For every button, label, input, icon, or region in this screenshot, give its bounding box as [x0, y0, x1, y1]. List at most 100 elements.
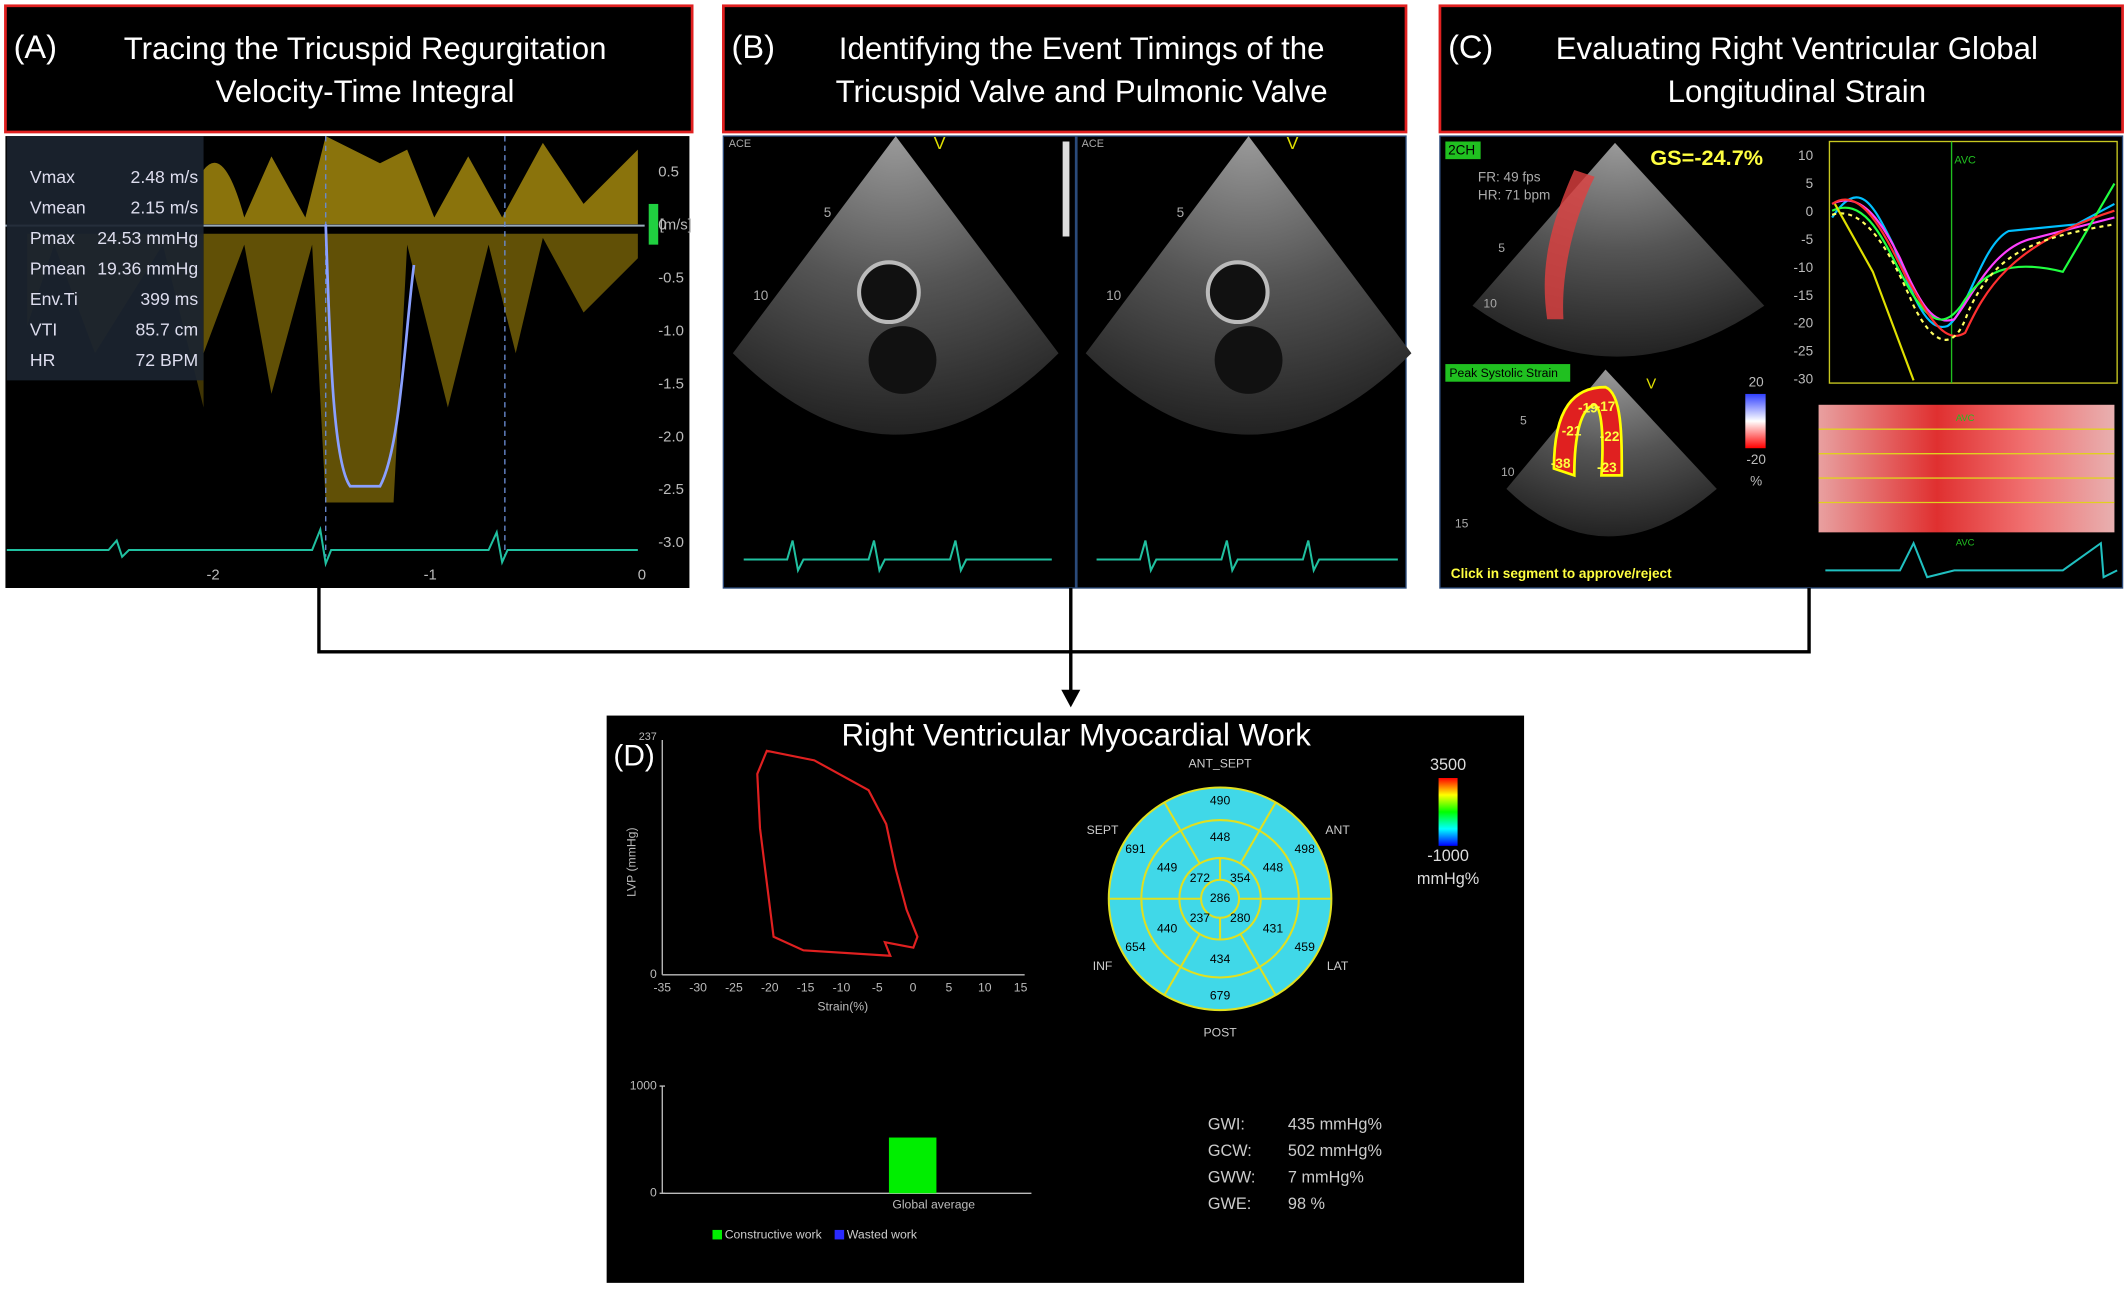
panel-title: Velocity-Time Integral [216, 74, 515, 109]
depth-tick: 5 [824, 205, 832, 220]
segment-value: 286 [1210, 891, 1231, 905]
measure-name: HR [30, 350, 55, 370]
segment-value: 679 [1210, 989, 1231, 1003]
segment-value: -38 [1551, 456, 1571, 471]
segment-border [1239, 801, 1277, 865]
connector [317, 588, 1811, 654]
strain-tick: 10 [1798, 148, 1814, 163]
y-tick-label: 237 [639, 731, 657, 743]
y-tick-label: 0 [650, 967, 657, 981]
strain-tick: -10 [1794, 260, 1814, 275]
chamber [1214, 326, 1283, 394]
velocity-tick: -2.5 [658, 481, 684, 498]
x-tick-label: 0 [910, 981, 917, 995]
scale-marker [648, 203, 659, 245]
time-tick: -1 [424, 567, 437, 584]
strain-tick: -30 [1794, 372, 1814, 387]
x-tick-label: -35 [653, 981, 671, 995]
panel-title: Identifying the Event Timings of the [839, 31, 1325, 66]
depth-tick: 5 [1498, 241, 1505, 255]
strain-tick: -15 [1794, 288, 1814, 303]
colorbar-label: -20 [1746, 452, 1766, 467]
panel-title: Tricuspid Valve and Pulmonic Valve [836, 74, 1328, 109]
measure-value: 24.53 mmHg [97, 228, 198, 248]
legend-swatch [712, 1229, 722, 1240]
index-value: 7 mmHg% [1288, 1169, 1364, 1187]
panel-label: (C) [1448, 29, 1493, 65]
depth-tick: 15 [1455, 516, 1469, 530]
panel-title: Evaluating Right Ventricular Global [1556, 31, 2038, 66]
heatmap-lines [1818, 428, 2115, 504]
measure-value: 19.36 mmHg [97, 258, 198, 278]
segment-value: 440 [1157, 922, 1178, 936]
segment-value: -19 [1578, 400, 1598, 415]
wall-label: INF [1093, 959, 1113, 973]
segment-value: 490 [1210, 793, 1231, 807]
panel-label: (B) [732, 29, 775, 65]
depth-tick: 10 [1501, 465, 1515, 479]
measure-value: 2.15 m/s [131, 197, 199, 217]
segment-value: 448 [1210, 830, 1231, 844]
panel-label: (D) [613, 740, 654, 773]
arrow-head [1061, 689, 1081, 708]
index-value: 98 % [1288, 1195, 1325, 1213]
wall-label: SEPT [1087, 823, 1119, 837]
segment-value: 280 [1230, 911, 1251, 925]
wall-label: ANT [1325, 823, 1350, 837]
colorbar-label: -1000 [1427, 847, 1469, 865]
measure-name: Pmax [30, 228, 75, 248]
measure-value: 72 BPM [135, 350, 198, 370]
velocity-tick: -0.5 [658, 270, 684, 287]
ecg [743, 540, 1052, 574]
segment-border [1239, 933, 1277, 996]
segment-value: 459 [1295, 940, 1316, 954]
orientation-marker: V [1287, 133, 1299, 153]
title-box [1438, 4, 2124, 134]
index-name: GWE: [1208, 1195, 1251, 1213]
strain-plot [1828, 140, 2118, 384]
wall-label: POST [1203, 1025, 1237, 1039]
panel-title: Tracing the Tricuspid Regurgitation [124, 31, 607, 66]
global-strain: GS=-24.7% [1650, 145, 1763, 170]
legend-swatch [834, 1229, 845, 1240]
panel-label: (A) [14, 29, 57, 65]
frame-rate: FR: 49 fps [1478, 170, 1541, 185]
time-tick: -2 [206, 567, 219, 584]
colorbar-label: % [1750, 474, 1762, 489]
segment-border [1163, 933, 1201, 996]
event-label: AVC [1956, 538, 1975, 549]
x-tick-label: 15 [1014, 981, 1028, 995]
measurement-table [6, 136, 204, 381]
index-name: GWW: [1208, 1169, 1256, 1187]
velocity-tick: -3.0 [658, 534, 684, 551]
work-panel [606, 715, 1525, 1283]
colorbar-label: mmHg% [1417, 870, 1479, 888]
x-tick-label: 10 [978, 981, 992, 995]
y-tick-label: 0 [650, 1186, 657, 1200]
measure-name: Vmax [30, 167, 75, 187]
strain-heatmap [1818, 404, 2115, 533]
x-tick-label: -25 [725, 981, 743, 995]
bar [888, 1137, 937, 1194]
segment-value: -23 [1597, 460, 1617, 475]
x-tick-label: -15 [797, 981, 815, 995]
depth-tick: 5 [1177, 205, 1185, 220]
colorbar [1438, 778, 1458, 846]
orientation-marker: V [934, 133, 946, 153]
probe-label: ACE [1082, 138, 1104, 150]
colorbar-label: 20 [1749, 375, 1765, 390]
depth-tick: 5 [1520, 413, 1527, 427]
index-name: GWI: [1208, 1116, 1245, 1134]
x-tick-label: -10 [833, 981, 851, 995]
vti-trace [324, 224, 416, 488]
segment-value: 498 [1295, 842, 1316, 856]
measure-value: 85.7 cm [135, 319, 198, 339]
depth-tick: 10 [1106, 288, 1122, 303]
strain-tick: 5 [1806, 176, 1814, 191]
ecg [6, 525, 638, 568]
view-label: 2CH [1448, 143, 1475, 158]
x-axis-label: Strain(%) [817, 1000, 868, 1014]
strain-tick: 0 [1806, 204, 1814, 219]
x-tick-label: Global average [892, 1198, 975, 1212]
segment-value: 691 [1125, 842, 1146, 856]
